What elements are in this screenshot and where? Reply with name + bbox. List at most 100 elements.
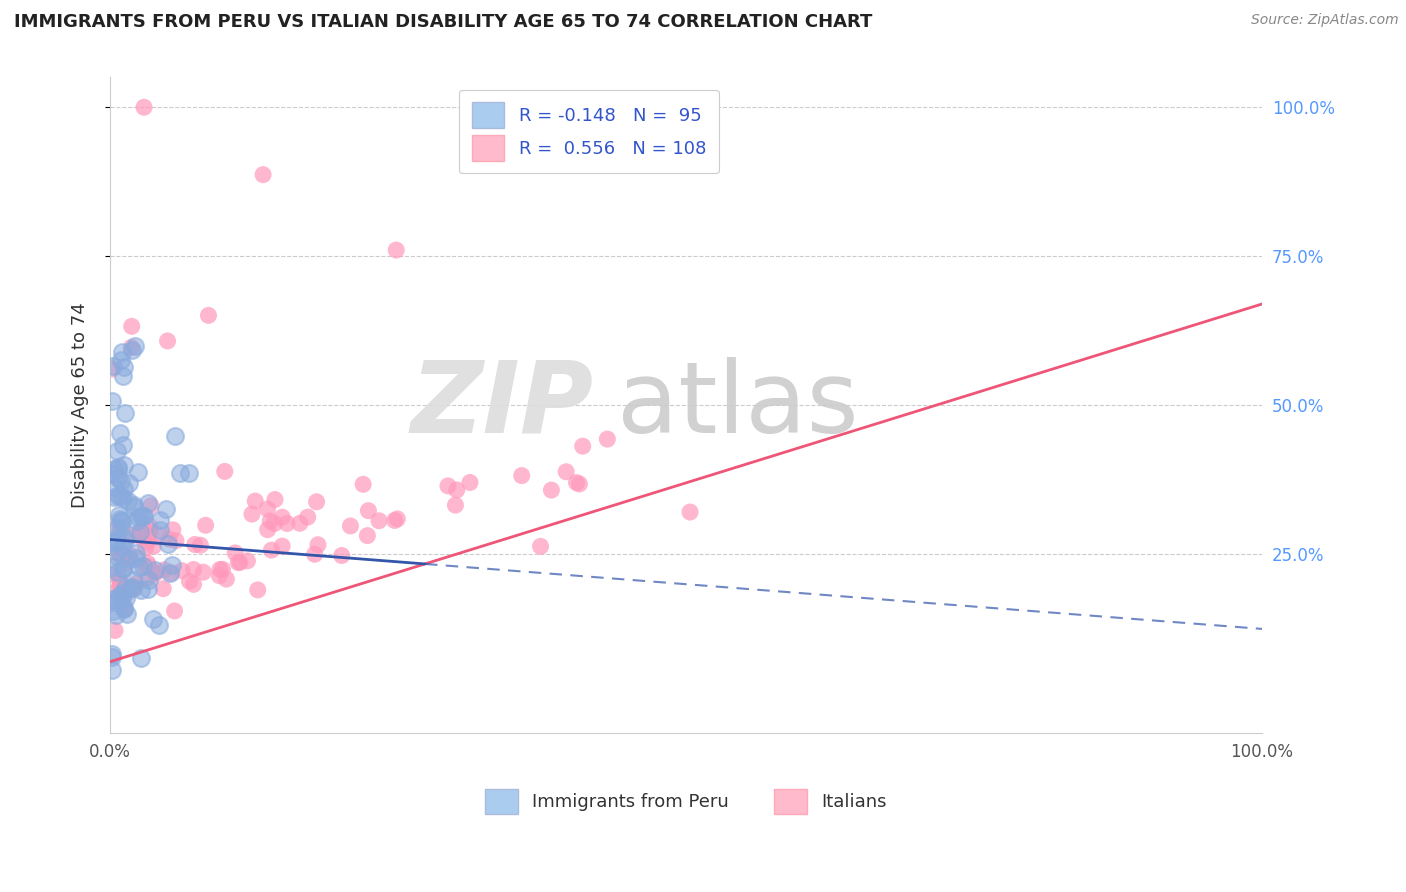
Point: [107, 593, 129, 607]
Point: [125, 576, 148, 591]
Point: [101, 591, 124, 606]
Point: [111, 590, 134, 604]
Text: Source: ZipAtlas.com: Source: ZipAtlas.com: [1251, 13, 1399, 28]
Point: [184, 537, 207, 551]
Point: [114, 602, 136, 616]
Point: [148, 527, 170, 541]
Point: [110, 548, 132, 562]
Point: [179, 467, 201, 481]
Point: [110, 577, 132, 591]
Point: [132, 508, 155, 523]
Point: [101, 393, 124, 408]
Point: [107, 459, 129, 474]
Point: [107, 489, 129, 503]
Point: [143, 566, 166, 580]
Point: [108, 426, 131, 441]
Point: [125, 550, 148, 565]
Point: [104, 607, 127, 622]
Point: [138, 518, 160, 533]
Point: [159, 566, 181, 580]
Point: [104, 548, 127, 562]
Point: [236, 554, 259, 568]
Point: [127, 466, 149, 480]
Point: [437, 479, 460, 493]
Point: [170, 564, 193, 578]
Point: [136, 534, 159, 549]
Point: [136, 582, 159, 597]
Point: [135, 525, 157, 540]
Point: [114, 406, 136, 420]
Point: [127, 509, 149, 524]
Point: [136, 496, 159, 510]
Point: [510, 468, 533, 483]
Point: [129, 525, 152, 540]
Point: [571, 439, 593, 453]
Point: [120, 580, 142, 594]
Point: [157, 536, 180, 550]
Point: [122, 581, 145, 595]
Point: [122, 573, 145, 587]
Point: [214, 464, 236, 478]
Point: [108, 544, 131, 558]
Point: [224, 546, 246, 560]
Point: [307, 538, 329, 552]
Point: [240, 507, 263, 521]
Point: [110, 514, 132, 528]
Point: [540, 483, 562, 497]
Point: [111, 585, 134, 599]
Point: [132, 558, 155, 573]
Point: [163, 604, 186, 618]
Point: [111, 562, 134, 576]
Point: [129, 530, 152, 544]
Point: [149, 512, 172, 526]
Point: [157, 532, 180, 546]
Point: [104, 534, 127, 549]
Y-axis label: Disability Age 65 to 74: Disability Age 65 to 74: [72, 302, 89, 508]
Point: [114, 581, 136, 595]
Point: [190, 538, 212, 552]
Point: [112, 360, 135, 375]
Point: [105, 444, 128, 458]
Point: [114, 584, 136, 599]
Point: [330, 549, 353, 563]
Text: IMMIGRANTS FROM PERU VS ITALIAN DISABILITY AGE 65 TO 74 CORRELATION CHART: IMMIGRANTS FROM PERU VS ITALIAN DISABILI…: [14, 13, 873, 31]
Point: [256, 523, 278, 537]
Point: [101, 649, 124, 664]
Point: [565, 475, 588, 490]
Point: [104, 624, 127, 638]
Point: [132, 509, 155, 524]
Point: [129, 583, 152, 598]
Point: [101, 604, 124, 618]
Point: [245, 494, 267, 508]
Point: [121, 343, 143, 357]
Point: [160, 566, 183, 581]
Point: [197, 309, 219, 323]
Point: [101, 647, 124, 661]
Point: [108, 573, 131, 587]
Point: [125, 545, 148, 559]
Point: [148, 618, 170, 632]
Text: atlas: atlas: [617, 357, 859, 454]
Point: [165, 533, 187, 548]
Point: [121, 582, 143, 597]
Point: [384, 513, 406, 527]
Point: [105, 533, 128, 547]
Point: [529, 540, 551, 554]
Point: [304, 547, 326, 561]
Point: [134, 559, 156, 574]
Point: [162, 558, 184, 572]
Point: [114, 483, 136, 497]
Point: [101, 567, 124, 582]
Point: [162, 523, 184, 537]
Point: [129, 524, 152, 539]
Point: [122, 580, 145, 594]
Point: [101, 467, 124, 481]
Point: [110, 352, 132, 367]
Point: [103, 585, 125, 599]
Point: [271, 539, 294, 553]
Point: [264, 492, 287, 507]
Legend: Immigrants from Peru, Italians: Immigrants from Peru, Italians: [478, 781, 894, 822]
Point: [357, 503, 380, 517]
Point: [111, 586, 134, 600]
Point: [112, 458, 135, 472]
